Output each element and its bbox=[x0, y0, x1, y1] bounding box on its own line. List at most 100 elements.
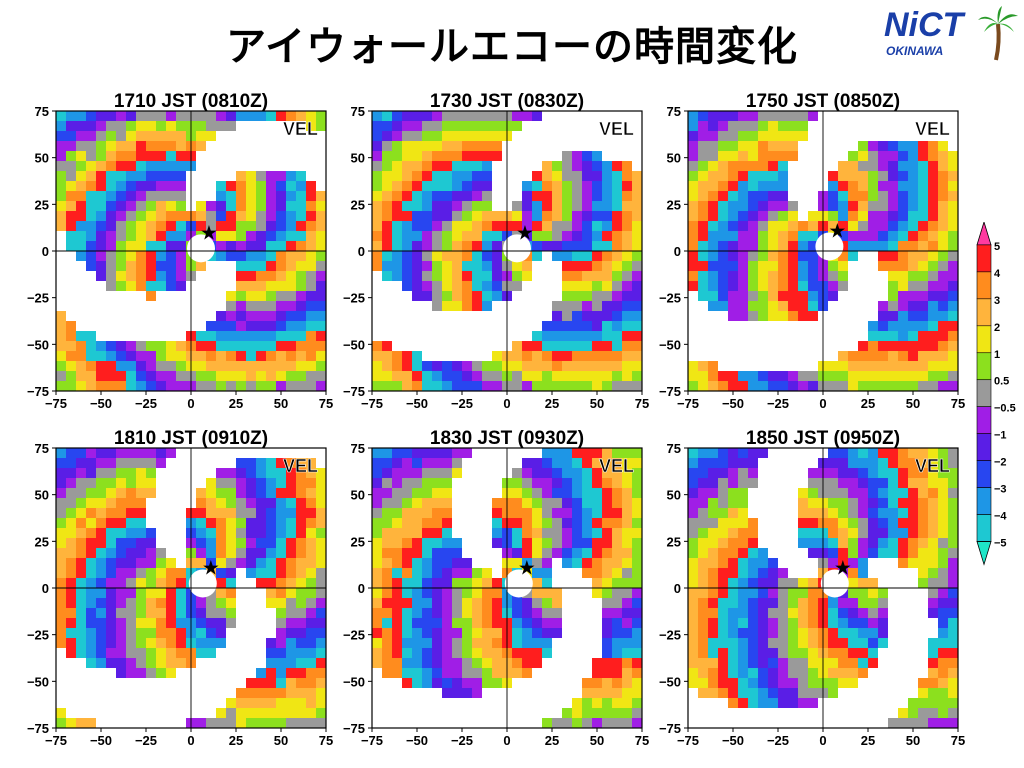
colorbar-segment bbox=[976, 406, 992, 434]
panel-title: 1710 JST (0810Z) bbox=[114, 91, 268, 112]
y-tick-label: −25 bbox=[659, 291, 681, 306]
x-tick-label: 0 bbox=[503, 396, 510, 411]
y-tick-label: −50 bbox=[343, 674, 365, 689]
y-tick-label: 0 bbox=[674, 581, 681, 596]
x-tick-label: 50 bbox=[274, 396, 288, 411]
radar-panel-1: ★ 1710 JST (0810Z) VEL −75 −50 −25 0 25 50 75 75 50… bbox=[27, 91, 333, 411]
y-tick-label: 25 bbox=[351, 197, 365, 212]
colorbar-label: 0.5 bbox=[994, 376, 1009, 388]
x-tick-label: 50 bbox=[590, 733, 604, 748]
y-tick-label: −50 bbox=[659, 674, 681, 689]
storm-center-star-icon: ★ bbox=[202, 555, 220, 579]
colorbar-label: −1 bbox=[994, 430, 1007, 442]
x-tick-label: −25 bbox=[767, 396, 789, 411]
colorbar-cap-top bbox=[976, 222, 992, 246]
y-tick-label: 0 bbox=[42, 244, 49, 259]
storm-center-star-icon: ★ bbox=[200, 220, 218, 244]
x-tick-label: −75 bbox=[361, 733, 383, 748]
x-tick-label: 0 bbox=[503, 733, 510, 748]
x-tick-label: 50 bbox=[906, 396, 920, 411]
panel-label: VEL bbox=[283, 456, 318, 476]
radar-panel-5: ★ 1830 JST (0930Z) VEL −75 −50 −25 0 25 50 75 75 50… bbox=[343, 428, 649, 748]
radar-panel-6: ★ 1850 JST (0950Z) VEL −75 −50 −25 0 25 50 75 75 50… bbox=[659, 428, 965, 748]
y-tick-label: −25 bbox=[343, 291, 365, 306]
y-tick-label: −50 bbox=[343, 337, 365, 352]
panel-title: 1750 JST (0850Z) bbox=[746, 91, 900, 112]
y-tick-label: −50 bbox=[27, 674, 49, 689]
y-tick-label: 50 bbox=[351, 151, 365, 166]
slide-title: アイウォールエコーの時間変化 bbox=[226, 24, 798, 70]
x-tick-label: −50 bbox=[722, 396, 744, 411]
y-tick-label: 25 bbox=[667, 197, 681, 212]
y-tick-label: 25 bbox=[351, 534, 365, 549]
x-tick-label: 50 bbox=[274, 733, 288, 748]
x-tick-label: 50 bbox=[590, 396, 604, 411]
panel-label: VEL bbox=[915, 119, 950, 139]
colorbar-segment bbox=[976, 298, 992, 327]
x-tick-label: −50 bbox=[90, 396, 112, 411]
y-tick-label: −75 bbox=[659, 384, 681, 399]
y-tick-label: 50 bbox=[667, 488, 681, 503]
y-tick-label: 0 bbox=[42, 581, 49, 596]
x-tick-label: 75 bbox=[951, 733, 965, 748]
x-tick-label: 25 bbox=[545, 733, 559, 748]
x-tick-label: 75 bbox=[951, 396, 965, 411]
panel-title: 1830 JST (0930Z) bbox=[430, 428, 584, 449]
y-tick-label: 75 bbox=[35, 104, 49, 119]
y-tick-label: 75 bbox=[35, 441, 49, 456]
x-tick-label: −25 bbox=[767, 733, 789, 748]
colorbar-segment bbox=[976, 487, 992, 515]
x-tick-label: 75 bbox=[635, 396, 649, 411]
x-tick-label: 25 bbox=[861, 733, 875, 748]
colorbar-label: −3 bbox=[994, 484, 1007, 496]
logo-sub-text: OKINAWA bbox=[886, 44, 944, 58]
x-tick-label: −50 bbox=[722, 733, 744, 748]
colorbar-label: −0.5 bbox=[994, 403, 1016, 415]
panel-title: 1810 JST (0910Z) bbox=[114, 428, 268, 449]
panel-title: 1730 JST (0830Z) bbox=[430, 91, 584, 112]
panel-label: VEL bbox=[283, 119, 318, 139]
y-tick-label: 75 bbox=[351, 104, 365, 119]
y-tick-label: 75 bbox=[351, 441, 365, 456]
colorbar-segment bbox=[976, 379, 992, 408]
y-tick-label: −25 bbox=[659, 628, 681, 643]
y-tick-label: 75 bbox=[667, 104, 681, 119]
x-tick-label: 25 bbox=[229, 396, 243, 411]
radar-panel-2: ★ 1730 JST (0830Z) VEL −75 −50 −25 0 25 50 75 75 50… bbox=[343, 91, 649, 411]
colorbar-segment bbox=[976, 244, 992, 273]
y-tick-label: −50 bbox=[659, 337, 681, 352]
panel-label: VEL bbox=[915, 456, 950, 476]
y-tick-label: −75 bbox=[343, 721, 365, 736]
x-tick-label: 0 bbox=[187, 396, 194, 411]
palm-tree-icon bbox=[978, 6, 1018, 61]
colorbar-segment bbox=[976, 271, 992, 300]
x-tick-label: −75 bbox=[677, 733, 699, 748]
colorbar-segment bbox=[976, 514, 992, 542]
y-tick-label: 0 bbox=[358, 581, 365, 596]
colorbar-segment bbox=[976, 433, 992, 461]
x-tick-label: −50 bbox=[406, 733, 428, 748]
x-tick-label: 0 bbox=[819, 733, 826, 748]
y-tick-label: −25 bbox=[27, 291, 49, 306]
x-tick-label: −25 bbox=[135, 733, 157, 748]
colorbar-segment bbox=[976, 352, 992, 381]
y-tick-label: 25 bbox=[35, 197, 49, 212]
logo-brand-text: NiCT bbox=[884, 6, 964, 44]
y-tick-label: 75 bbox=[667, 441, 681, 456]
x-tick-label: −25 bbox=[135, 396, 157, 411]
y-tick-label: 50 bbox=[667, 151, 681, 166]
y-tick-label: 0 bbox=[358, 244, 365, 259]
colorbar-label: −2 bbox=[994, 457, 1007, 469]
y-tick-label: −75 bbox=[27, 721, 49, 736]
x-tick-label: 75 bbox=[319, 396, 333, 411]
x-tick-label: 50 bbox=[906, 733, 920, 748]
colorbar-cap-bottom bbox=[976, 541, 992, 566]
colorbar-label: 2 bbox=[994, 322, 1000, 334]
colorbar-label: −4 bbox=[994, 511, 1007, 523]
x-tick-label: −75 bbox=[45, 396, 67, 411]
colorbar-label: 3 bbox=[994, 295, 1000, 307]
storm-center-star-icon: ★ bbox=[516, 220, 534, 244]
y-tick-label: 25 bbox=[35, 534, 49, 549]
colorbar-label: 1 bbox=[994, 349, 1000, 361]
colorbar-label: 5 bbox=[994, 241, 1000, 253]
